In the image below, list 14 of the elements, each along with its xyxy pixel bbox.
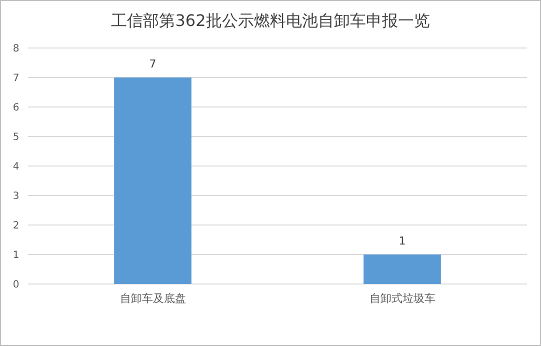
y-tick-label: 8 xyxy=(12,44,20,54)
y-tick-label: 3 xyxy=(12,191,20,202)
y-tick-label: 6 xyxy=(12,102,20,114)
chart-title: 工信部第362批公示燃料电池自卸车申报一览 xyxy=(111,11,430,30)
x-tick-label: 自卸车及底盘 xyxy=(120,292,186,305)
y-tick-label: 2 xyxy=(12,220,20,232)
y-tick-label: 0 xyxy=(12,280,20,290)
data-label: 1 xyxy=(398,234,406,248)
y-tick-label: 1 xyxy=(12,250,20,261)
x-tick-label: 自卸式垃圾车 xyxy=(369,292,436,305)
y-tick-label: 5 xyxy=(12,132,20,143)
data-label: 7 xyxy=(149,58,156,70)
y-tick-label: 4 xyxy=(12,162,20,172)
y-tick-label: 7 xyxy=(12,73,20,84)
